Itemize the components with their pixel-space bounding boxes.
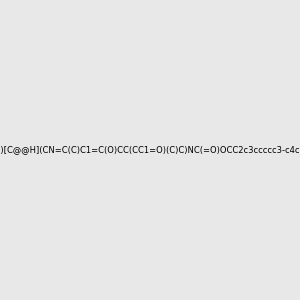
Text: OC(=O)[C@@H](CN=C(C)C1=C(O)CC(CC1=O)(C)C)NC(=O)OCC2c3ccccc3-c4ccccc24: OC(=O)[C@@H](CN=C(C)C1=C(O)CC(CC1=O)(C)C…: [0, 146, 300, 154]
